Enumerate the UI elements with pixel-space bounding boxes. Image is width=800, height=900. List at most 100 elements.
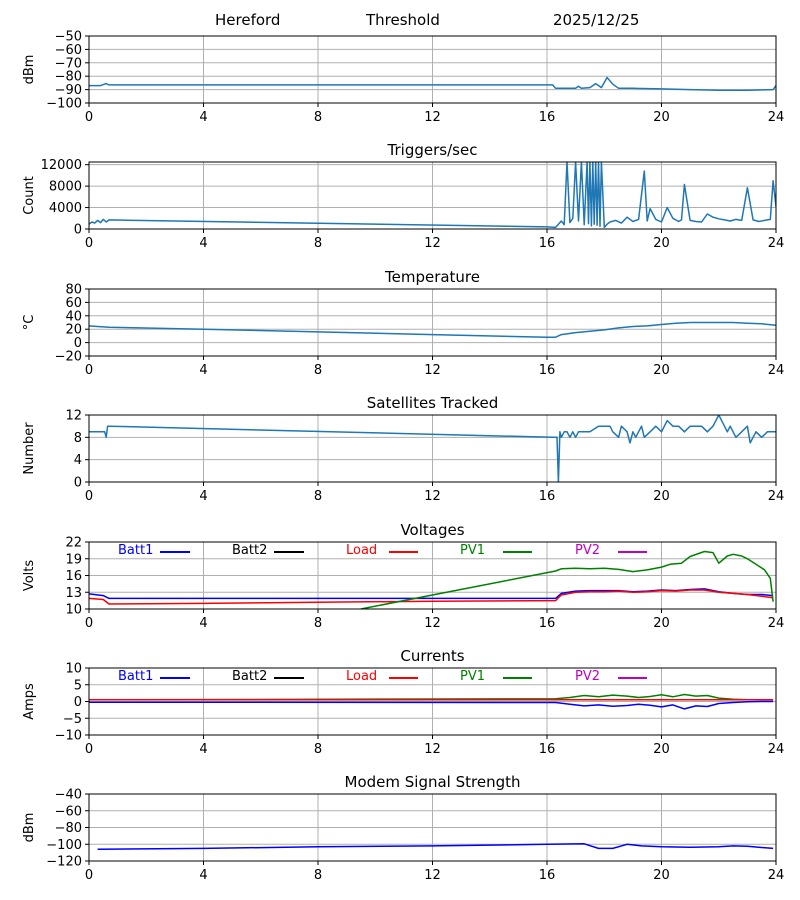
- triggers-xtick-label: 24: [768, 236, 785, 251]
- threshold-xtick-label: 8: [314, 110, 322, 125]
- currents-xtick-label: 20: [653, 742, 670, 757]
- threshold-xtick-label: 16: [539, 110, 556, 125]
- modem-xtick-label: 16: [539, 868, 556, 883]
- triggers-ytick-label: 12000: [41, 158, 82, 173]
- modem-xtick-label: 0: [85, 868, 93, 883]
- threshold-ytick-label: −80: [55, 70, 82, 85]
- station-name: Hereford: [215, 11, 281, 29]
- triggers-xtick-label: 12: [424, 236, 441, 251]
- currents-ytick-label: 5: [74, 678, 82, 693]
- currents-xtick-label: 0: [85, 742, 93, 757]
- satellites-xtick-label: 8: [314, 489, 322, 504]
- satellites-title: Satellites Tracked: [367, 394, 498, 412]
- satellites-series-satellites: [89, 415, 776, 482]
- modem-xtick-label: 20: [653, 868, 670, 883]
- temperature-ylabel: °C: [22, 315, 37, 331]
- voltages-xtick-label: 24: [768, 616, 785, 631]
- temperature-title: Temperature: [384, 268, 480, 286]
- modem-xtick-label: 4: [199, 868, 207, 883]
- modem-xtick-label: 12: [424, 868, 441, 883]
- threshold-ytick-label: −50: [55, 30, 82, 45]
- currents-ylabel: Amps: [22, 683, 37, 720]
- currents-xtick-label: 12: [424, 742, 441, 757]
- currents-legend-batt1-label: Batt1: [118, 669, 153, 684]
- currents-legend-load-label: Load: [346, 669, 377, 684]
- threshold-xtick-label: 0: [85, 110, 93, 125]
- voltages-xtick-label: 8: [314, 616, 322, 631]
- threshold-xtick-label: 12: [424, 110, 441, 125]
- temperature-xtick-label: 0: [85, 363, 93, 378]
- voltages-legend-pv2-label: PV2: [575, 543, 600, 558]
- currents-xtick-label: 8: [314, 742, 322, 757]
- currents-xtick-label: 4: [199, 742, 207, 757]
- threshold-ytick-label: −90: [55, 83, 82, 98]
- modem-xtick-label: 24: [768, 868, 785, 883]
- temperature-ytick-label: 0: [74, 336, 82, 351]
- voltages-xtick-label: 20: [653, 616, 670, 631]
- voltages-ytick-label: 10: [65, 603, 82, 618]
- threshold-ytick-label: −100: [46, 97, 82, 112]
- currents-series-batt1: [89, 700, 774, 710]
- voltages-title: Voltages: [400, 521, 464, 539]
- threshold-ylabel: dBm: [22, 55, 37, 85]
- currents-ytick-label: 0: [74, 695, 82, 710]
- voltages-xtick-label: 0: [85, 616, 93, 631]
- voltages-legend-batt1-label: Batt1: [118, 543, 153, 558]
- currents-legend-pv2-label: PV2: [575, 669, 600, 684]
- currents-xtick-label: 24: [768, 742, 785, 757]
- temperature-ytick-label: −20: [55, 350, 82, 365]
- satellites-xtick-label: 20: [653, 489, 670, 504]
- currents-legend-pv1-label: PV1: [460, 669, 485, 684]
- triggers-panel: 0 4 8 12 16 20 24 0 4000 8000 12000 Triggers/sec Cou…: [22, 141, 784, 251]
- threshold-xtick-label: 20: [653, 110, 670, 125]
- satellites-panel: 0 4 8 12 16 20 24 0 4 8 12 Satellites Tracked Number: [22, 394, 784, 504]
- voltages-ytick-label: 22: [65, 536, 82, 551]
- triggers-xtick-label: 0: [85, 236, 93, 251]
- temperature-xtick-label: 24: [768, 363, 785, 378]
- modem-xtick-label: 8: [314, 868, 322, 883]
- modem-ytick-label: −60: [55, 804, 82, 819]
- voltages-ytick-label: 19: [65, 552, 82, 567]
- satellites-ytick-label: 4: [74, 453, 82, 468]
- voltages-ylabel: Volts: [22, 560, 37, 592]
- temperature-xtick-label: 20: [653, 363, 670, 378]
- triggers-ylabel: Count: [22, 176, 37, 215]
- triggers-xtick-label: 16: [539, 236, 556, 251]
- voltages-xtick-label: 16: [539, 616, 556, 631]
- voltages-ytick-label: 16: [65, 569, 82, 584]
- modem-ytick-label: −80: [55, 821, 82, 836]
- modem-ytick-label: −40: [55, 788, 82, 803]
- voltages-legend-load-label: Load: [346, 543, 377, 558]
- satellites-xtick-label: 16: [539, 489, 556, 504]
- modem-panel: 0 4 8 12 16 20 24 −120 −100 −80 −60−40 Modem Signal…: [22, 773, 784, 883]
- triggers-series-triggers: [89, 162, 776, 229]
- triggers-ytick-label: 8000: [49, 180, 82, 195]
- temperature-xtick-label: 8: [314, 363, 322, 378]
- temperature-xtick-label: 12: [424, 363, 441, 378]
- threshold-series-threshold: [89, 76, 776, 92]
- voltages-series-pv1: [360, 550, 774, 609]
- triggers-ytick-label: 0: [74, 223, 82, 238]
- threshold-xtick-label: 24: [768, 110, 785, 125]
- modem-ytick-label: −100: [46, 838, 82, 853]
- temperature-series-temperature: [89, 321, 776, 338]
- threshold-ytick-label: −70: [55, 56, 82, 71]
- currents-ytick-label: −5: [63, 712, 82, 727]
- satellites-ytick-label: 0: [74, 476, 82, 491]
- triggers-ytick-label: 4000: [49, 201, 82, 216]
- threshold-xtick-label: 4: [199, 110, 207, 125]
- modem-ylabel: dBm: [22, 813, 37, 843]
- voltages-ytick-label: 13: [65, 586, 82, 601]
- currents-title: Currents: [400, 647, 464, 665]
- threshold-panel: 0 4 8 12 16 20 24 −100−90−80−70−60−50 dBm: [22, 30, 784, 126]
- voltages-xtick-label: 4: [199, 616, 207, 631]
- triggers-title: Triggers/sec: [387, 141, 478, 159]
- satellites-ylabel: Number: [22, 422, 37, 475]
- modem-title: Modem Signal Strength: [345, 773, 521, 791]
- temperature-xtick-label: 16: [539, 363, 556, 378]
- satellites-xtick-label: 12: [424, 489, 441, 504]
